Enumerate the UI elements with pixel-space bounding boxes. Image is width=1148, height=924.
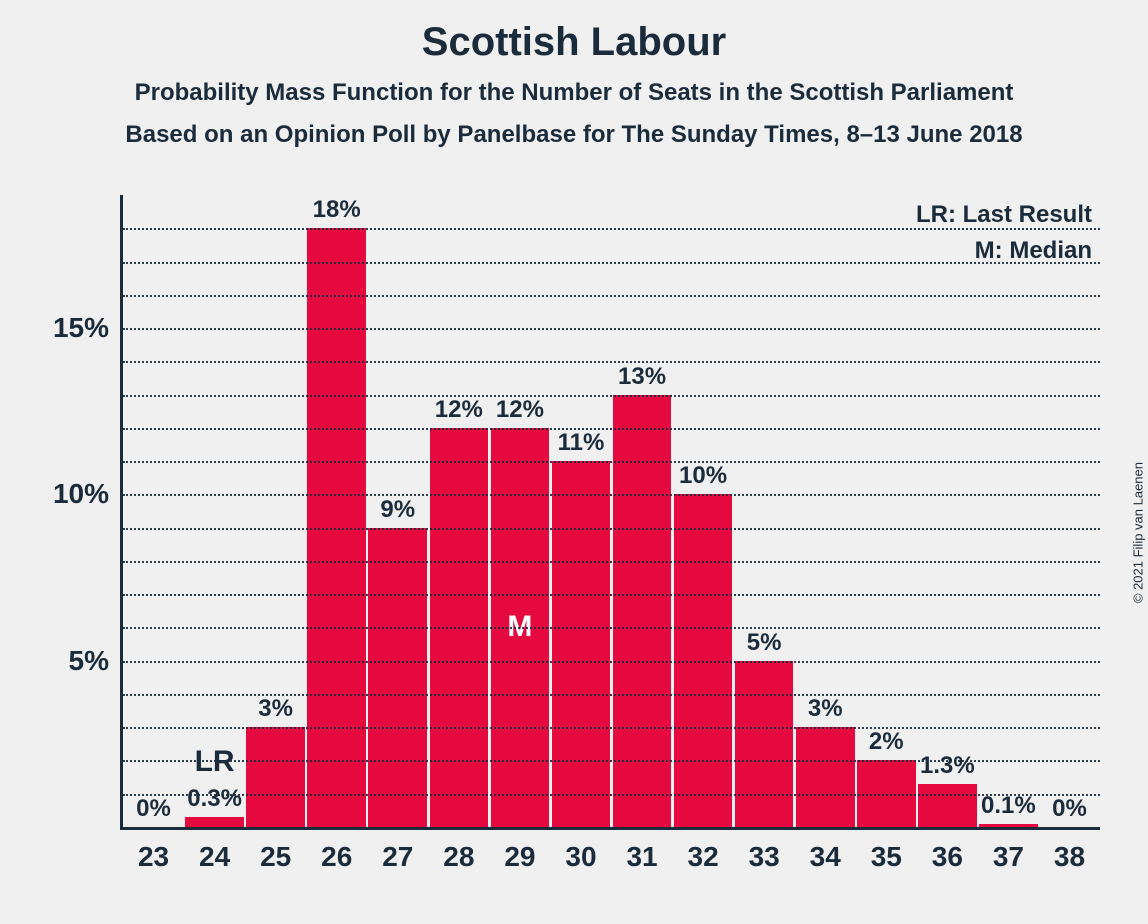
xtick-label: 30	[565, 841, 596, 873]
xtick-label: 32	[688, 841, 719, 873]
bars-group: 0%230.3%LR243%2518%269%2712%2812%M2911%3…	[123, 195, 1100, 827]
gridline-minor	[123, 395, 1100, 397]
bar: 0.3%LR	[185, 817, 244, 827]
gridline-minor	[123, 295, 1100, 297]
bar-slot: 5%33	[734, 195, 795, 827]
gridline-minor	[123, 594, 1100, 596]
xtick-label: 24	[199, 841, 230, 873]
bar-value-label: 9%	[380, 496, 415, 524]
bar-slot: 1.3%36	[917, 195, 978, 827]
bar-value-label: 5%	[747, 629, 782, 657]
bar-value-label: 1.3%	[920, 752, 975, 780]
bar-value-label: 0%	[1052, 795, 1087, 823]
bar-slot: 12%28	[428, 195, 489, 827]
bar-slot: 9%27	[367, 195, 428, 827]
bar-value-label: 13%	[618, 363, 666, 391]
xtick-label: 38	[1054, 841, 1085, 873]
chart-subtitle-2: Based on an Opinion Poll by Panelbase fo…	[0, 121, 1148, 149]
xtick-label: 29	[504, 841, 535, 873]
bar: 3%	[246, 727, 305, 827]
bar: 5%	[735, 661, 794, 827]
gridline-minor	[123, 262, 1100, 264]
bar-slot: 10%32	[673, 195, 734, 827]
ytick-label: 5%	[69, 645, 109, 677]
xtick-label: 36	[932, 841, 963, 873]
bar-slot: 13%31	[612, 195, 673, 827]
bar-value-label: 0.1%	[981, 792, 1036, 820]
bar: 1.3%	[918, 784, 977, 827]
gridline-minor	[123, 760, 1100, 762]
gridline-minor	[123, 694, 1100, 696]
ytick-label: 10%	[53, 478, 109, 510]
bar: 11%	[552, 461, 611, 827]
bar-slot: 12%M29	[489, 195, 550, 827]
chart-container: © 2021 Filip van Laenen Scottish Labour …	[0, 0, 1148, 924]
bar-value-label: 0.3%	[187, 785, 242, 813]
gridline-major	[123, 661, 1100, 663]
gridline-minor	[123, 627, 1100, 629]
copyright-text: © 2021 Filip van Laenen	[1131, 462, 1146, 603]
bar-value-label: 11%	[558, 429, 605, 457]
bar: 0.1%	[979, 824, 1038, 827]
bar-slot: 11%30	[550, 195, 611, 827]
gridline-minor	[123, 228, 1100, 230]
bar-value-label: 3%	[258, 695, 293, 723]
gridline-minor	[123, 727, 1100, 729]
xtick-label: 37	[993, 841, 1024, 873]
gridline-minor	[123, 428, 1100, 430]
xtick-label: 33	[749, 841, 780, 873]
xtick-label: 35	[871, 841, 902, 873]
plot-region: LR: Last Result M: Median 0%230.3%LR243%…	[120, 195, 1100, 830]
bar-value-label: 3%	[808, 695, 843, 723]
gridline-minor	[123, 461, 1100, 463]
bar: 9%	[368, 528, 427, 827]
chart-subtitle-1: Probability Mass Function for the Number…	[0, 79, 1148, 107]
ytick-label: 15%	[53, 312, 109, 344]
xtick-label: 31	[626, 841, 657, 873]
xtick-label: 27	[382, 841, 413, 873]
bar-value-label: 10%	[679, 462, 727, 490]
bar-slot: 0.3%LR24	[184, 195, 245, 827]
xtick-label: 28	[443, 841, 474, 873]
bar-slot: 3%34	[795, 195, 856, 827]
gridline-minor	[123, 528, 1100, 530]
xtick-label: 26	[321, 841, 352, 873]
chart-title: Scottish Labour	[0, 0, 1148, 65]
bar-slot: 3%25	[245, 195, 306, 827]
gridline-minor	[123, 794, 1100, 796]
bar-slot: 0%23	[123, 195, 184, 827]
xtick-label: 34	[810, 841, 841, 873]
chart-plot-area: LR: Last Result M: Median 0%230.3%LR243%…	[120, 195, 1100, 830]
bar-value-label: 0%	[136, 795, 171, 823]
bar-value-label: 12%	[496, 396, 544, 424]
gridline-major	[123, 328, 1100, 330]
bar-slot: 2%35	[856, 195, 917, 827]
bar-slot: 0%38	[1039, 195, 1100, 827]
gridline-minor	[123, 361, 1100, 363]
xtick-label: 23	[138, 841, 169, 873]
gridline-minor	[123, 561, 1100, 563]
xtick-label: 25	[260, 841, 291, 873]
gridline-major	[123, 494, 1100, 496]
bar: 3%	[796, 727, 855, 827]
bar-value-label: 12%	[435, 396, 483, 424]
bar-value-label: 18%	[313, 196, 361, 224]
bar-slot: 0.1%37	[978, 195, 1039, 827]
bar-slot: 18%26	[306, 195, 367, 827]
bar-value-label: 2%	[869, 728, 904, 756]
